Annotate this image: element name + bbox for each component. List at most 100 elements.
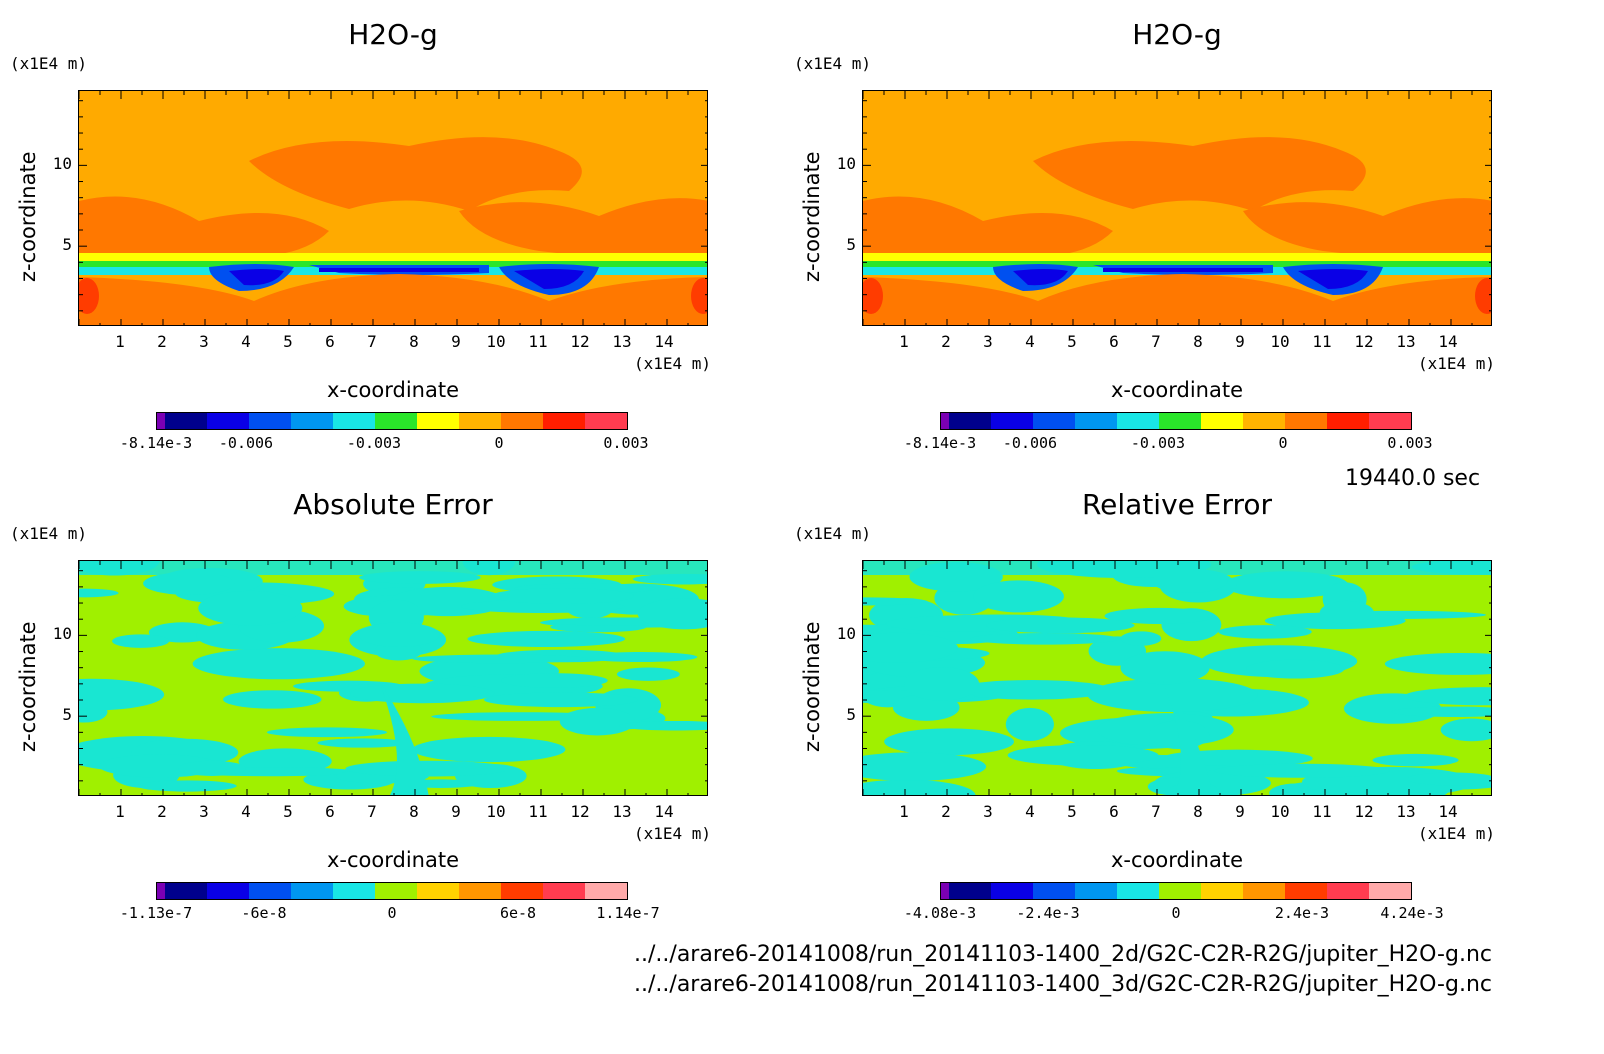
- field-region: [566, 599, 614, 619]
- panel-p1: H2O-g (x1E4 m) z-coordinate 1 2 3 4 5 6 7 8 9 10 11 12…: [0, 0, 784, 470]
- field-region: [1475, 278, 1491, 314]
- colorbar-swatch: [291, 883, 334, 899]
- x-tick-label: 6: [1109, 332, 1119, 351]
- colorbar-swatch: [543, 413, 586, 429]
- field-region: [1013, 268, 1368, 289]
- colorbar-swatch: [1327, 413, 1370, 429]
- colorbar-swatch: [165, 883, 208, 899]
- field-region: [1440, 718, 1491, 742]
- x-tick-label: 3: [199, 332, 209, 351]
- colorbar-swatch: [1201, 883, 1244, 899]
- colorbar-tick-label: 0.003: [1387, 434, 1433, 452]
- field-region: [1005, 707, 1054, 741]
- colorbar-tick-label: 0: [494, 434, 504, 452]
- field-region: [970, 632, 1120, 645]
- heatmap-svg: [863, 561, 1491, 795]
- x-tick-label: 1: [115, 332, 125, 351]
- x-unit-label: (x1E4 m): [1418, 354, 1496, 373]
- colorbar-swatch: [949, 883, 992, 899]
- colorbar-swatch: [1285, 883, 1328, 899]
- colorbar-swatch: [1369, 413, 1412, 429]
- x-tick-label: 8: [409, 802, 419, 821]
- field-region: [863, 196, 1113, 259]
- x-unit-label: (x1E4 m): [1418, 824, 1496, 843]
- time-label: 19440.0 sec: [1345, 466, 1481, 491]
- field-region: [1033, 137, 1366, 211]
- colorbar-swatch: [157, 413, 166, 429]
- field-region: [358, 622, 440, 648]
- colorbar-swatch: [207, 413, 250, 429]
- field-region: [1151, 569, 1228, 593]
- x-tick-label: 7: [367, 332, 377, 351]
- field-region: [619, 720, 707, 731]
- field-region: [632, 573, 707, 585]
- colorbar-swatch: [157, 883, 166, 899]
- colorbar-swatch: [1033, 883, 1076, 899]
- heatmap-plot: [78, 90, 708, 326]
- colorbar-tick-label: -8.14e-3: [903, 434, 977, 452]
- field-region: [1246, 659, 1345, 679]
- field-region: [904, 666, 980, 701]
- colorbar-swatch: [585, 883, 628, 899]
- y-tick-label: 5: [62, 705, 72, 725]
- colorbar-swatch: [1243, 413, 1286, 429]
- x-tick-label: 2: [157, 332, 167, 351]
- panel-title: H2O-g: [348, 18, 438, 51]
- x-tick-label: 1: [115, 802, 125, 821]
- field-region: [178, 760, 246, 776]
- panel-title: Absolute Error: [293, 488, 493, 521]
- x-axis-label: x-coordinate: [326, 848, 459, 872]
- field-region: [559, 707, 636, 736]
- field-region: [412, 736, 566, 763]
- field-region: [192, 648, 365, 680]
- x-tick-label: 10: [486, 332, 506, 351]
- field-region: [1120, 631, 1162, 646]
- x-tick-label: 13: [612, 332, 632, 351]
- y-tick-label: 5: [846, 235, 856, 255]
- file-path-1: ../../arare6-20141008/run_20141103-1400_…: [634, 942, 1492, 967]
- y-tick-label: 10: [836, 154, 856, 174]
- colorbar-swatch: [1369, 883, 1412, 899]
- field-region: [79, 678, 165, 711]
- field-region: [500, 673, 608, 688]
- x-tick-label: 13: [612, 802, 632, 821]
- field-region: [616, 667, 680, 681]
- colorbar-swatch: [1075, 413, 1118, 429]
- x-tick-label: 6: [325, 802, 335, 821]
- field-region: [345, 760, 509, 777]
- x-tick-label: 8: [409, 332, 419, 351]
- x-tick-label: 14: [1438, 802, 1458, 821]
- field-region: [1372, 753, 1459, 767]
- x-tick-label: 4: [1025, 802, 1035, 821]
- x-unit-label: (x1E4 m): [634, 354, 712, 373]
- colorbar-tick-label: 0: [1171, 904, 1181, 922]
- x-tick-label: 12: [570, 332, 590, 351]
- x-tick-label: 8: [1193, 332, 1203, 351]
- x-tick-label: 13: [1396, 802, 1416, 821]
- x-tick-label: 4: [241, 332, 251, 351]
- field-region: [1407, 772, 1491, 786]
- colorbar-tick-label: -1.13e-7: [119, 904, 193, 922]
- x-tick-label: 3: [199, 802, 209, 821]
- x-tick-label: 11: [528, 802, 548, 821]
- colorbar-tick-label: 0.003: [603, 434, 649, 452]
- y-unit-label: (x1E4 m): [10, 524, 88, 543]
- colorbar-swatch: [949, 413, 992, 429]
- field-region: [483, 692, 639, 708]
- panel-p4: Relative Error (x1E4 m) z-coordinate 1 2 3 4 5 6…: [784, 470, 1568, 940]
- colorbar-swatch: [1159, 413, 1202, 429]
- heatmap-svg: [863, 91, 1491, 325]
- x-tick-label: 7: [367, 802, 377, 821]
- field-region: [143, 572, 236, 595]
- colorbar-swatch: [941, 413, 950, 429]
- colorbar-swatch: [249, 883, 292, 899]
- x-tick-label: 10: [1270, 332, 1290, 351]
- field-region: [459, 198, 707, 258]
- colorbar: [940, 412, 1412, 430]
- colorbar: [940, 882, 1412, 900]
- field-region: [249, 137, 582, 211]
- y-unit-label: (x1E4 m): [794, 54, 872, 73]
- field-region: [137, 780, 237, 792]
- y-tick-label: 10: [52, 154, 72, 174]
- y-tick-label: 10: [52, 624, 72, 644]
